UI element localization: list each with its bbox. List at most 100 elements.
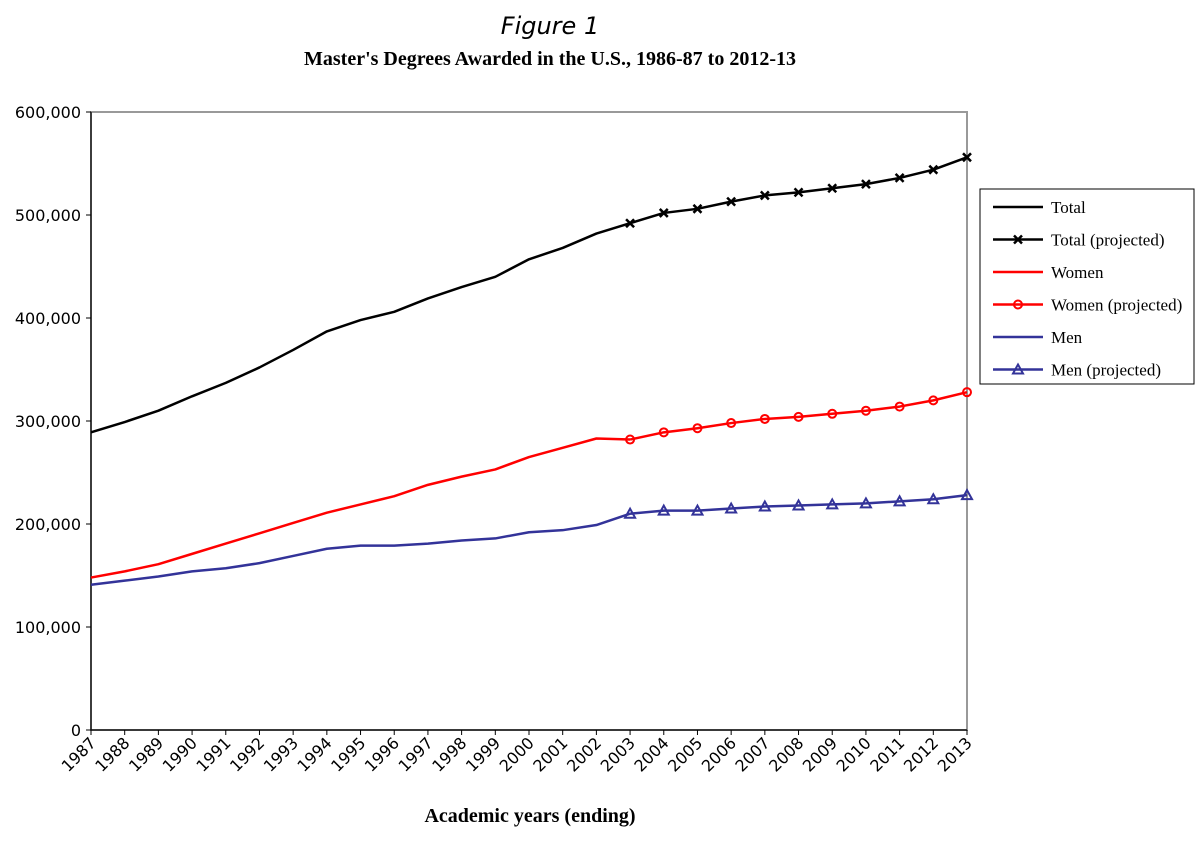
x-marker-stroke [928,164,939,175]
data-point-women-projected [625,434,636,445]
x-tick-label: 2006 [698,733,740,775]
x-tick-label: 2008 [765,733,807,775]
data-point-men-projected [825,497,839,510]
data-point-women-projected [793,411,804,422]
data-point-women-projected [827,408,838,419]
data-point-women-projected [860,405,871,416]
data-point-men-projected [926,492,941,505]
data-point-women-projected [658,427,669,438]
x-marker-stroke [759,190,770,201]
data-point-total-projected [726,196,737,207]
y-tick-label: 600,000 [15,103,81,122]
data-point-total-projected [759,190,770,201]
data-point-women-projected [759,413,770,424]
x-marker-stroke [658,208,669,218]
data-point-total-projected [827,183,838,194]
legend-label-women-projected: Women (projected) [1051,296,1182,315]
x-tick-label: 2013 [934,733,976,775]
data-point-total-projected [894,173,905,183]
chart-title: Master's Degrees Awarded in the U.S., 19… [304,48,796,70]
x-tick-label: 1995 [327,733,369,775]
data-point-men-projected [960,488,974,501]
series-line-men-projected [629,493,968,515]
series-line-women-projected [629,390,968,441]
x-marker-stroke [1013,234,1023,245]
x-axis-label: Academic years (ending) [424,805,636,827]
x-tick-label: 2011 [866,733,908,775]
x-marker-stroke [861,179,871,189]
x-tick-label: 1998 [428,733,470,775]
x-marker-stroke [962,152,972,163]
x-marker-stroke [827,183,838,194]
data-point-men-projected [791,498,806,511]
legend-label-total-projected: Total (projected) [1051,231,1165,250]
data-point-total-projected [928,164,939,175]
x-tick-label: 2004 [630,733,672,775]
data-point-men-projected [859,496,873,509]
y-tick-label: 300,000 [15,412,81,431]
data-point-men-projected [724,501,738,514]
data-point-total-projected [861,179,871,189]
data-point-total-projected [793,187,804,198]
x-tick-label: 2000 [496,733,538,775]
data-point-total-projected [962,152,972,163]
x-tick-label: 1990 [159,733,201,775]
series-line-men [90,512,631,587]
legend-label-total: Total [1051,198,1086,217]
x-tick-label: 1994 [293,733,335,775]
data-point-men-projected [758,499,772,512]
legend-label-men-projected: Men (projected) [1051,361,1161,380]
x-marker-stroke [793,187,804,198]
x-tick-label: 1999 [462,733,504,775]
x-tick-label: 1988 [91,733,133,775]
legend-marker-total-projected [1013,234,1023,245]
legend-label-men: Men [1051,328,1083,347]
data-point-women-projected [692,423,703,434]
x-tick-label: 2007 [731,733,773,775]
legend-label-women: Women [1051,263,1104,282]
plot-area-border [90,111,968,731]
x-tick-label: 2003 [597,733,639,775]
x-tick-label: 2009 [799,733,841,775]
x-tick-label: 1993 [260,733,302,775]
data-point-women-projected [962,387,972,398]
x-tick-label: 1987 [58,733,100,775]
y-tick-label: 500,000 [15,206,81,225]
data-point-total-projected [625,218,635,229]
legend-marker-men-projected [1011,362,1025,375]
y-tick-label: 200,000 [15,515,81,534]
x-marker-stroke [625,218,635,229]
x-tick-label: 1989 [125,733,167,775]
data-point-women-projected [726,418,737,429]
y-tick-label: 400,000 [15,309,81,328]
data-point-men-projected [690,503,705,516]
series-line-total-projected [629,156,968,225]
figure-label: Figure 1 [500,12,600,40]
x-tick-label: 2010 [833,733,875,775]
series-line-total [90,222,631,434]
x-tick-label: 2001 [529,733,571,775]
x-marker-stroke [894,173,905,183]
data-point-total-projected [658,208,669,218]
x-tick-label: 1996 [361,733,403,775]
data-point-men-projected [657,503,671,516]
data-point-men-projected [623,506,637,519]
legend-box [979,188,1195,385]
x-tick-label: 2005 [664,733,706,775]
y-tick-label: 0 [71,721,81,740]
x-tick-label: 2002 [563,733,605,775]
x-tick-label: 1991 [192,733,234,775]
data-point-men-projected [892,494,907,507]
x-tick-label: 2012 [900,733,942,775]
data-point-total-projected [692,203,703,214]
y-tick-label: 100,000 [15,618,81,637]
x-tick-label: 1997 [395,733,437,775]
data-point-women-projected [894,401,905,412]
series-line-women [90,437,631,579]
x-tick-label: 1992 [226,733,268,775]
x-marker-stroke [726,196,737,207]
data-point-women-projected [928,395,939,406]
x-marker-stroke [692,203,703,214]
legend-marker-women-projected [1013,299,1023,310]
